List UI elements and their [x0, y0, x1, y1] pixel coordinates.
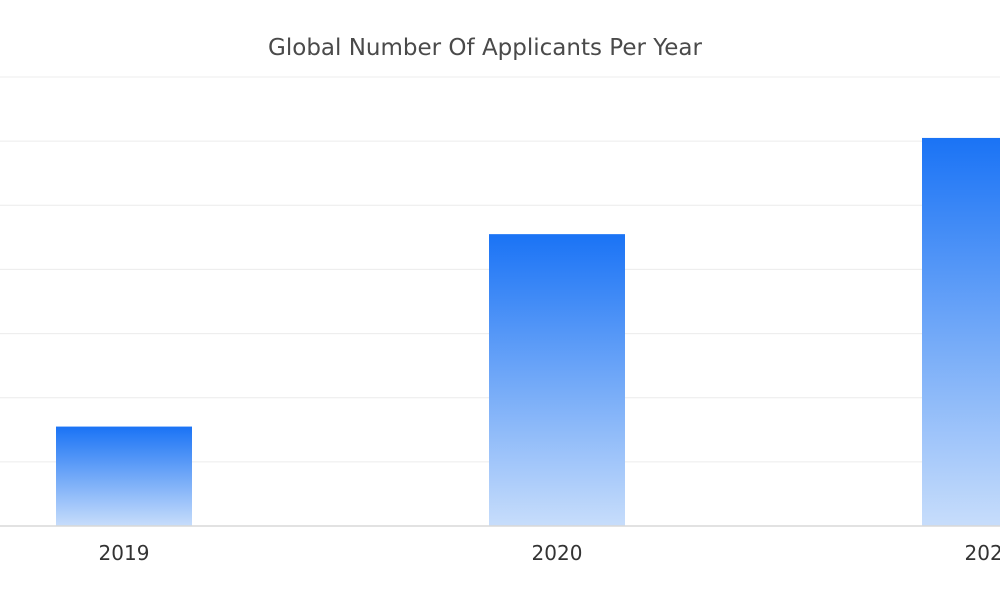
bar-2019 — [56, 426, 192, 526]
x-tick-label: 2021 — [965, 541, 1000, 565]
x-tick-label: 2020 — [532, 541, 583, 565]
x-tick-labels: 2019 2020 2021 — [99, 541, 1000, 565]
bar-2021 — [922, 137, 1000, 526]
bars — [56, 137, 1000, 526]
x-tick-label: 2019 — [99, 541, 150, 565]
bar-2020 — [489, 234, 625, 526]
chart-title: Global Number Of Applicants Per Year — [268, 35, 702, 61]
